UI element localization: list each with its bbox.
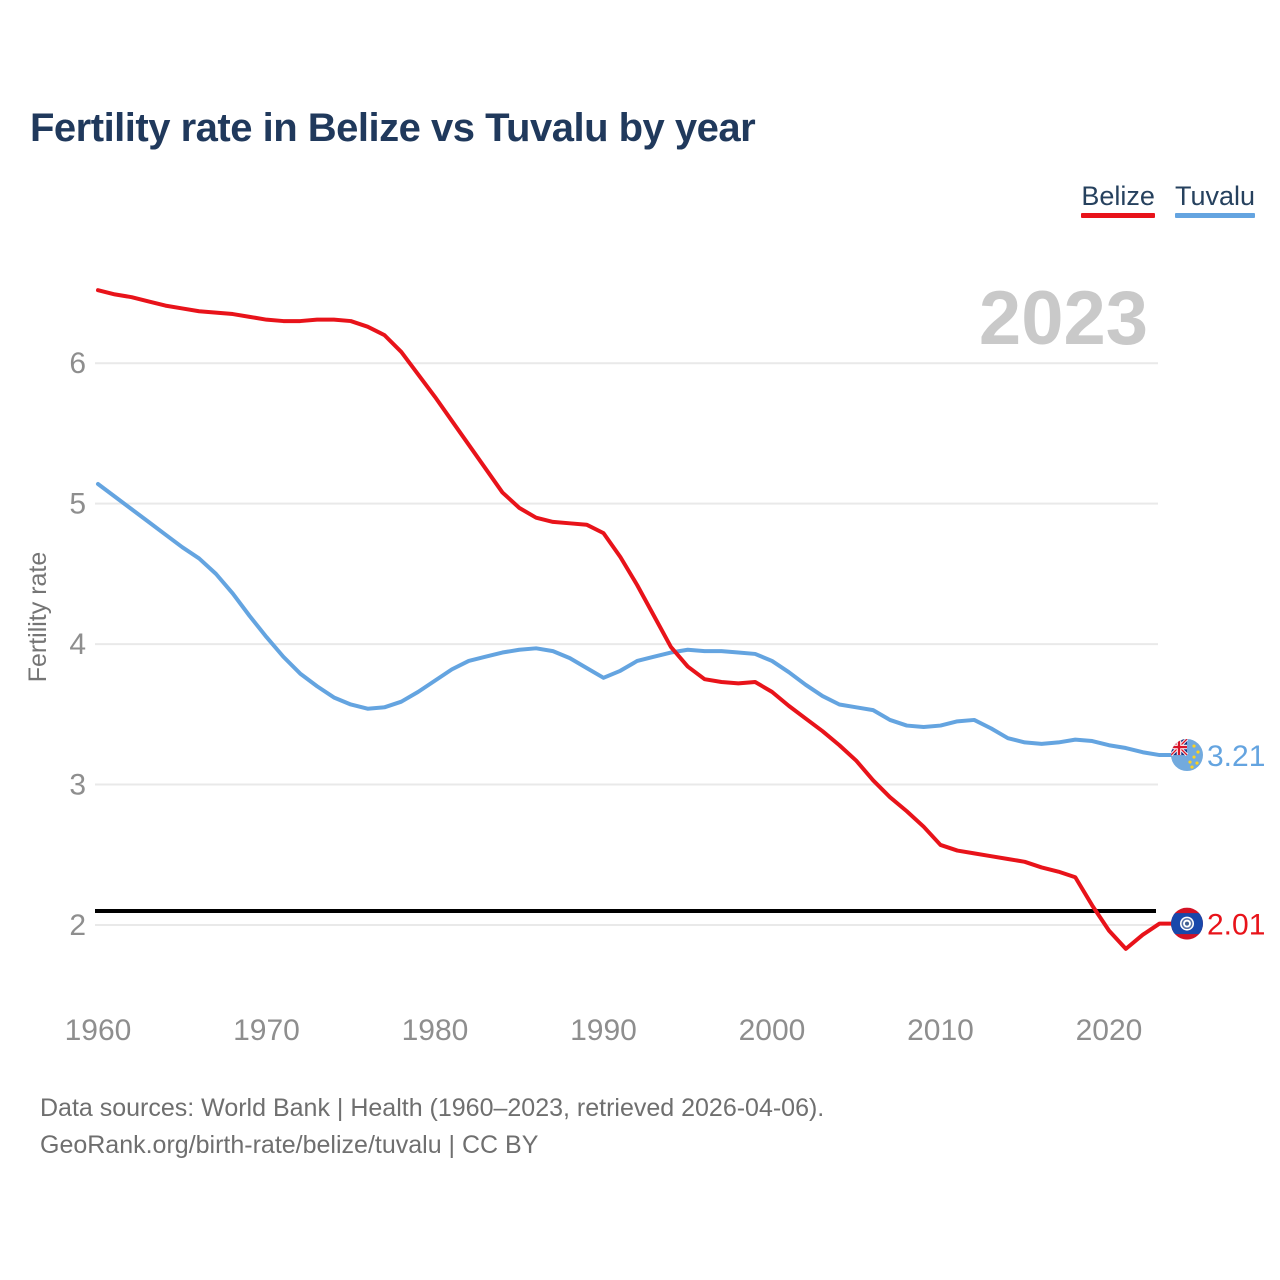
legend-label-belize: Belize [1081, 181, 1155, 211]
attribution-line: GeoRank.org/birth-rate/belize/tuvalu | C… [40, 1131, 539, 1159]
y-tick-label-3: 3 [69, 769, 86, 802]
x-tick-label-1970: 1970 [233, 1014, 300, 1047]
x-tick-label-2010: 2010 [907, 1014, 974, 1047]
legend-label-tuvalu: Tuvalu [1174, 181, 1255, 211]
belize-flag-icon [1171, 907, 1203, 940]
watermark-year: 2023 [979, 276, 1148, 361]
tuvalu-line [96, 481, 1174, 758]
page-title: Fertility rate in Belize vs Tuvalu by ye… [30, 106, 756, 150]
x-tick-label-2020: 2020 [1076, 1014, 1143, 1047]
belize-end-value: 2.01 [1207, 909, 1265, 942]
legend-swatch-belize [1081, 213, 1155, 218]
y-tick-label-4: 4 [69, 628, 86, 661]
x-tick-label-2000: 2000 [739, 1014, 806, 1047]
y-tick-label-6: 6 [69, 347, 86, 380]
x-tick-label-1990: 1990 [570, 1014, 637, 1047]
legend-swatch-tuvalu [1174, 213, 1255, 218]
tuvalu-end-value: 3.21 [1207, 740, 1265, 773]
legend-item-tuvalu[interactable]: Tuvalu [1174, 181, 1255, 218]
x-tick-label-1980: 1980 [402, 1014, 469, 1047]
data-sources-line: Data sources: World Bank | Health (1960–… [40, 1094, 825, 1122]
y-axis-title: Fertility rate [24, 552, 52, 683]
x-tick-label-1960: 1960 [65, 1014, 132, 1047]
legend: Belize Tuvalu [1081, 183, 1255, 218]
legend-item-belize[interactable]: Belize [1081, 183, 1155, 218]
footer: Data sources: World Bank | Health (1960–… [40, 1090, 824, 1164]
y-tick-label-5: 5 [69, 488, 86, 521]
y-tick-label-2: 2 [69, 909, 86, 942]
belize-line [96, 288, 1174, 951]
tuvalu-flag-icon [1171, 739, 1203, 772]
